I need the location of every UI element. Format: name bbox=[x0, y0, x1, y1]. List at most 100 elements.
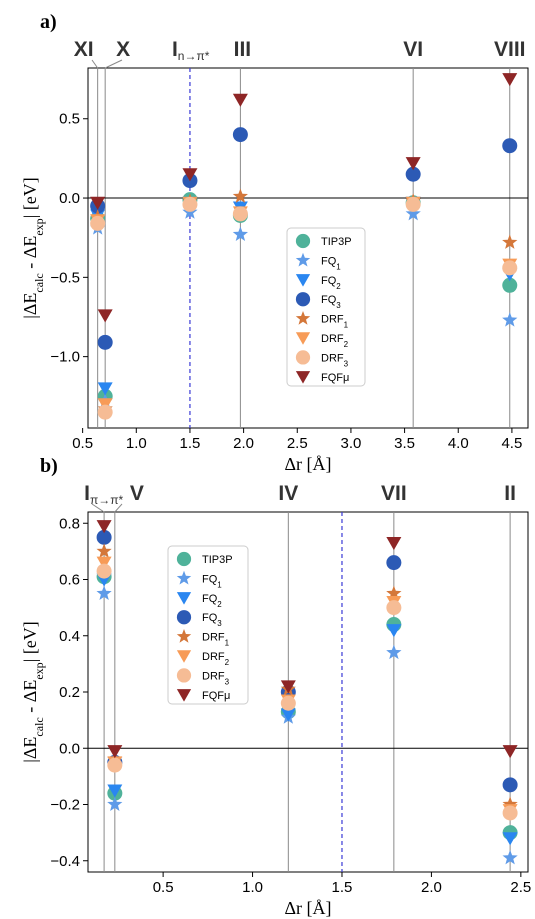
legend-label: DRF3 bbox=[321, 352, 349, 368]
x-tick-label: 1.0 bbox=[126, 435, 147, 452]
legend-label: FQFμ bbox=[202, 690, 230, 702]
x-axis-label: Δr [Å] bbox=[284, 454, 331, 474]
x-tick-label: 2.0 bbox=[233, 435, 254, 452]
legend-label: FQ2 bbox=[202, 593, 222, 609]
y-tick-label: −0.5 bbox=[50, 269, 80, 286]
data-point-drf1 bbox=[386, 585, 402, 600]
data-point-drf3 bbox=[386, 600, 402, 616]
data-point-drf3 bbox=[182, 196, 198, 212]
data-point-fq1 bbox=[232, 226, 248, 241]
data-point-fqfmu bbox=[280, 680, 296, 694]
data-point-fq3 bbox=[502, 777, 518, 793]
state-leader-line bbox=[91, 59, 99, 69]
legend-marker bbox=[295, 274, 311, 287]
data-point-drf1 bbox=[502, 796, 518, 811]
state-label: XI bbox=[74, 38, 94, 61]
data-point-drf3 bbox=[107, 757, 123, 773]
x-tick-label: 1.5 bbox=[180, 435, 201, 452]
y-tick-label: −0.2 bbox=[50, 797, 80, 814]
state-leader-line bbox=[91, 503, 105, 513]
legend-label: FQ2 bbox=[321, 275, 341, 291]
state-label-main: III bbox=[234, 38, 252, 61]
data-point-fqfmu bbox=[97, 309, 113, 323]
data-point-fq1 bbox=[502, 312, 518, 327]
state-label-sub: n→π* bbox=[178, 49, 210, 63]
data-point-fqfmu bbox=[232, 93, 248, 107]
legend-label: FQFμ bbox=[321, 372, 349, 384]
chart-panel-a: 0.5 1.0 1.5 2.0 2.5 3.0 3.5 4.0 4.5 0.5 0.0 −0.5 −1.… bbox=[20, 11, 529, 474]
x-tick-label: 2.5 bbox=[510, 879, 531, 896]
y-tick-label: 0.5 bbox=[59, 111, 80, 128]
data-point-fq2 bbox=[97, 382, 113, 396]
data-point-fq2 bbox=[502, 832, 518, 846]
legend-marker bbox=[176, 570, 192, 585]
x-axis-label: Δr [Å] bbox=[284, 898, 331, 918]
state-label-main: I bbox=[84, 482, 90, 505]
state-label-main: X bbox=[116, 38, 130, 61]
legend-box bbox=[167, 545, 249, 705]
data-point-drf3 bbox=[96, 563, 112, 579]
legend-marker bbox=[295, 371, 311, 384]
legend-label: FQ3 bbox=[202, 612, 222, 628]
state-leader-line bbox=[104, 59, 123, 69]
legend-marker bbox=[176, 610, 192, 625]
legend-label: DRF1 bbox=[321, 314, 349, 330]
state-label-main: VIII bbox=[494, 38, 526, 61]
state-label: III bbox=[234, 38, 252, 61]
y-tick-label: 0.0 bbox=[59, 740, 80, 757]
data-point-drf1 bbox=[96, 543, 112, 558]
x-tick-label: 4.5 bbox=[501, 435, 522, 452]
data-point-drf2 bbox=[96, 556, 112, 570]
state-label: X bbox=[116, 38, 130, 61]
legend-label: TIP3P bbox=[321, 236, 352, 248]
legend-marker bbox=[295, 252, 311, 267]
x-tick-label: 3.5 bbox=[394, 435, 415, 452]
state-label-main: II bbox=[504, 482, 516, 505]
y-tick-label: 0.0 bbox=[59, 190, 80, 207]
data-point-fq1 bbox=[96, 585, 112, 600]
state-label-main: V bbox=[130, 482, 144, 505]
panel-label: a) bbox=[40, 11, 57, 33]
data-point-fq2 bbox=[107, 784, 123, 798]
state-label: II bbox=[504, 482, 516, 505]
data-point-drf3 bbox=[502, 260, 518, 276]
legend-label: FQ3 bbox=[321, 294, 341, 310]
data-point-fqfmu bbox=[405, 157, 421, 171]
legend-marker bbox=[176, 689, 192, 702]
data-point-fq3 bbox=[502, 138, 518, 154]
legend-marker bbox=[176, 650, 192, 663]
data-point-fqfmu bbox=[90, 196, 106, 210]
state-label: Iπ→π* bbox=[84, 482, 123, 507]
plot-frame bbox=[87, 67, 529, 429]
legend-label: TIP3P bbox=[202, 554, 233, 566]
data-point-drf3 bbox=[405, 196, 421, 212]
legend-marker bbox=[295, 332, 311, 345]
x-tick-label: 1.0 bbox=[242, 879, 263, 896]
legend-marker bbox=[295, 350, 311, 365]
legend-label: DRF3 bbox=[202, 670, 230, 686]
state-label: In→π* bbox=[172, 38, 210, 63]
data-point-fq3 bbox=[232, 127, 248, 143]
data-point-drf1 bbox=[502, 234, 518, 249]
legend-marker bbox=[176, 668, 192, 683]
legend-marker bbox=[176, 592, 192, 605]
y-tick-label: 0.2 bbox=[59, 684, 80, 701]
data-point-drf3 bbox=[97, 404, 113, 420]
x-tick-label: 1.5 bbox=[332, 879, 353, 896]
state-label: VII bbox=[381, 482, 407, 505]
data-point-fq1 bbox=[502, 849, 518, 865]
data-point-drf1 bbox=[232, 188, 248, 203]
x-tick-label: 0.5 bbox=[72, 435, 93, 452]
plot-frame bbox=[87, 511, 529, 873]
x-tick-label: 2.0 bbox=[421, 879, 442, 896]
legend-label: DRF1 bbox=[202, 632, 230, 648]
legend-label: DRF2 bbox=[202, 651, 230, 667]
state-label-main: IV bbox=[278, 482, 298, 505]
x-tick-label: 4.0 bbox=[448, 435, 469, 452]
legend-label: FQ1 bbox=[202, 573, 222, 589]
y-tick-label: −0.4 bbox=[50, 853, 80, 870]
data-point-fq3 bbox=[97, 334, 113, 350]
data-point-fq1 bbox=[405, 205, 421, 221]
data-point-fqfmu bbox=[182, 168, 198, 182]
